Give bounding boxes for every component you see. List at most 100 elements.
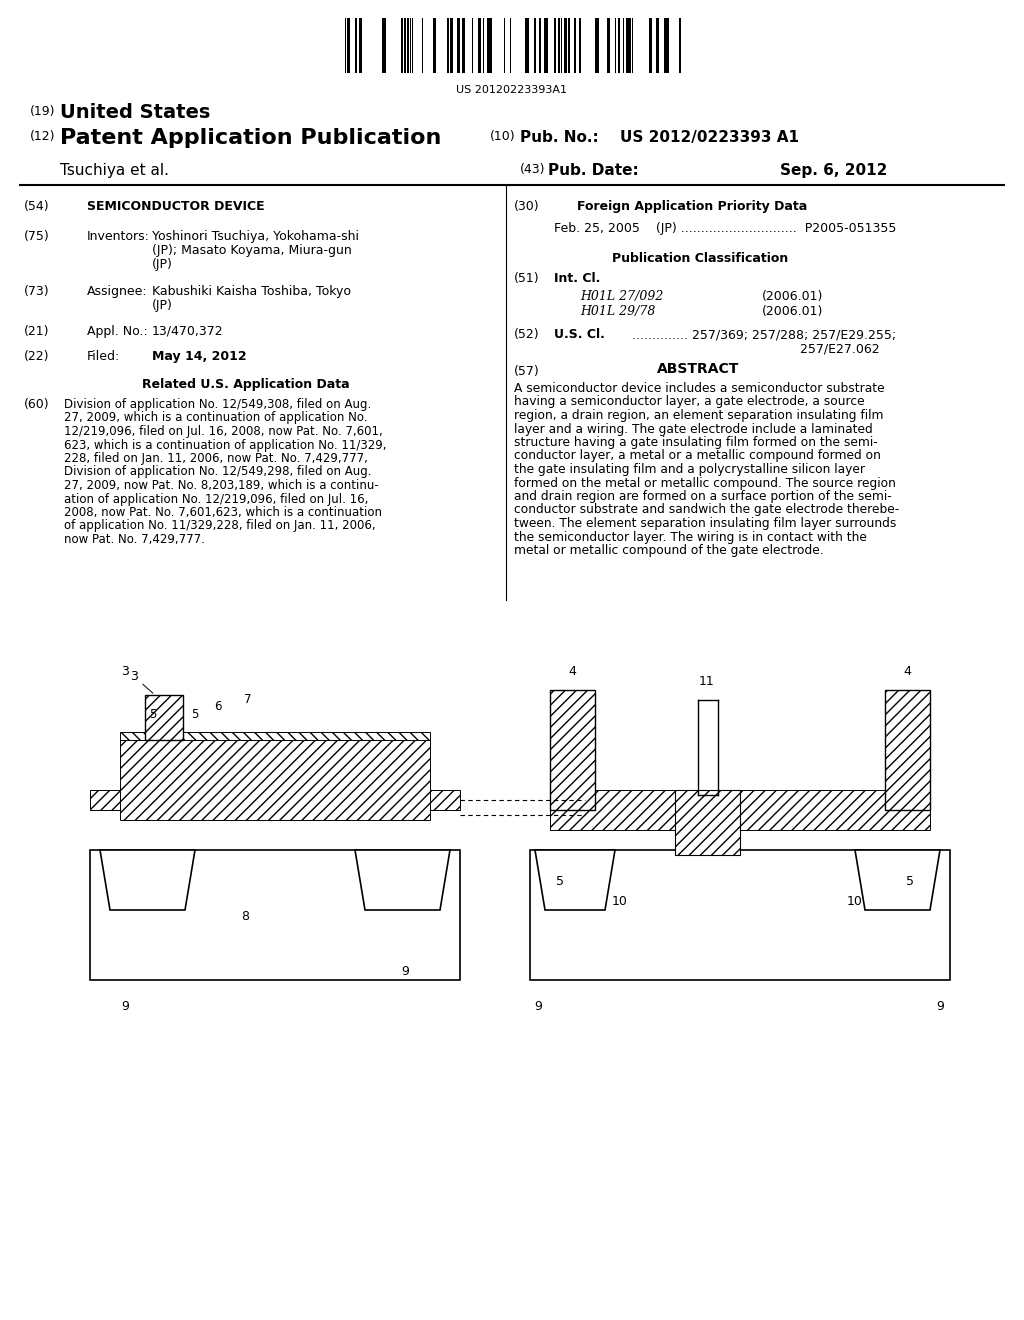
Text: Division of application No. 12/549,308, filed on Aug.: Division of application No. 12/549,308, … xyxy=(63,399,372,411)
Text: Division of application No. 12/549,298, filed on Aug.: Division of application No. 12/549,298, … xyxy=(63,466,372,479)
Text: May 14, 2012: May 14, 2012 xyxy=(152,350,247,363)
Text: conductor layer, a metal or a metallic compound formed on: conductor layer, a metal or a metallic c… xyxy=(514,450,881,462)
Bar xyxy=(447,18,449,73)
Text: U.S. Cl.: U.S. Cl. xyxy=(554,327,605,341)
Text: 4: 4 xyxy=(568,665,575,678)
Bar xyxy=(530,850,950,979)
Bar xyxy=(546,18,548,73)
Text: 623, which is a continuation of application No. 11/329,: 623, which is a continuation of applicat… xyxy=(63,438,386,451)
Bar xyxy=(450,18,453,73)
Text: Appl. No.:: Appl. No.: xyxy=(87,325,147,338)
Bar xyxy=(568,18,570,73)
Text: (12): (12) xyxy=(30,129,55,143)
Bar xyxy=(347,18,350,73)
Text: (54): (54) xyxy=(24,201,49,213)
Text: Int. Cl.: Int. Cl. xyxy=(554,272,600,285)
Bar xyxy=(574,18,575,73)
Text: Tsuchiya et al.: Tsuchiya et al. xyxy=(60,162,169,178)
Text: (57): (57) xyxy=(514,366,540,378)
Text: 257/E27.062: 257/E27.062 xyxy=(632,342,880,355)
Bar xyxy=(478,18,481,73)
Bar xyxy=(618,18,620,73)
Text: H01L 27/092: H01L 27/092 xyxy=(580,290,664,304)
Text: 4: 4 xyxy=(903,665,911,678)
Bar xyxy=(382,18,385,73)
Text: (2006.01): (2006.01) xyxy=(762,305,823,318)
Text: 12/219,096, filed on Jul. 16, 2008, now Pat. No. 7,601,: 12/219,096, filed on Jul. 16, 2008, now … xyxy=(63,425,383,438)
Text: the gate insulating film and a polycrystalline silicon layer: the gate insulating film and a polycryst… xyxy=(514,463,865,477)
Text: (21): (21) xyxy=(24,325,49,338)
Text: Assignee:: Assignee: xyxy=(87,285,147,298)
Text: Sep. 6, 2012: Sep. 6, 2012 xyxy=(780,162,888,178)
Text: tween. The element separation insulating film layer surrounds: tween. The element separation insulating… xyxy=(514,517,896,531)
Bar xyxy=(564,18,567,73)
Text: Kabushiki Kaisha Toshiba, Tokyo: Kabushiki Kaisha Toshiba, Tokyo xyxy=(152,285,351,298)
Bar xyxy=(558,18,560,73)
Bar xyxy=(595,18,598,73)
Text: Pub. No.:: Pub. No.: xyxy=(520,129,599,145)
Text: 13/470,372: 13/470,372 xyxy=(152,325,223,338)
Bar xyxy=(534,18,536,73)
Text: (JP); Masato Koyama, Miura-gun: (JP); Masato Koyama, Miura-gun xyxy=(152,244,352,257)
Bar xyxy=(544,18,546,73)
Text: 27, 2009, which is a continuation of application No.: 27, 2009, which is a continuation of app… xyxy=(63,412,368,425)
Text: region, a drain region, an element separation insulating film: region, a drain region, an element separ… xyxy=(514,409,884,422)
Text: SEMICONDUCTOR DEVICE: SEMICONDUCTOR DEVICE xyxy=(87,201,264,213)
Bar xyxy=(433,18,436,73)
Text: structure having a gate insulating film formed on the semi-: structure having a gate insulating film … xyxy=(514,436,878,449)
Text: H01L 29/78: H01L 29/78 xyxy=(580,305,655,318)
Text: (19): (19) xyxy=(30,106,55,117)
Text: 6: 6 xyxy=(214,700,222,713)
Text: A semiconductor device includes a semiconductor substrate: A semiconductor device includes a semico… xyxy=(514,381,885,395)
Text: (75): (75) xyxy=(24,230,50,243)
Text: Yoshinori Tsuchiya, Yokohama-shi: Yoshinori Tsuchiya, Yokohama-shi xyxy=(152,230,359,243)
Text: now Pat. No. 7,429,777.: now Pat. No. 7,429,777. xyxy=(63,533,205,546)
Text: (2006.01): (2006.01) xyxy=(762,290,823,304)
Text: 3: 3 xyxy=(130,671,153,693)
Text: 9: 9 xyxy=(401,965,409,978)
Bar xyxy=(649,18,652,73)
Text: US 2012/0223393 A1: US 2012/0223393 A1 xyxy=(620,129,799,145)
Text: layer and a wiring. The gate electrode include a laminated: layer and a wiring. The gate electrode i… xyxy=(514,422,872,436)
Bar xyxy=(359,18,362,73)
Text: conductor substrate and sandwich the gate electrode therebe-: conductor substrate and sandwich the gat… xyxy=(514,503,899,516)
Text: (73): (73) xyxy=(24,285,49,298)
Bar xyxy=(145,696,183,741)
Bar xyxy=(539,18,541,73)
Bar xyxy=(554,18,556,73)
Text: having a semiconductor layer, a gate electrode, a source: having a semiconductor layer, a gate ele… xyxy=(514,396,864,408)
Text: (JP): (JP) xyxy=(152,257,173,271)
Text: 2008, now Pat. No. 7,601,623, which is a continuation: 2008, now Pat. No. 7,601,623, which is a… xyxy=(63,506,382,519)
Text: ation of application No. 12/219,096, filed on Jul. 16,: ation of application No. 12/219,096, fil… xyxy=(63,492,369,506)
Bar xyxy=(90,789,460,810)
Bar xyxy=(457,18,460,73)
Text: Feb. 25, 2005    (JP) .............................  P2005-051355: Feb. 25, 2005 (JP) .....................… xyxy=(554,222,896,235)
Text: 5: 5 xyxy=(150,708,157,721)
Bar xyxy=(490,18,492,73)
Text: Filed:: Filed: xyxy=(87,350,120,363)
Text: Related U.S. Application Data: Related U.S. Application Data xyxy=(142,378,349,391)
Text: (51): (51) xyxy=(514,272,540,285)
Bar xyxy=(550,789,930,830)
Text: United States: United States xyxy=(60,103,210,121)
Text: 5: 5 xyxy=(556,875,564,888)
Text: .............. 257/369; 257/288; 257/E29.255;: .............. 257/369; 257/288; 257/E29… xyxy=(632,327,896,341)
Bar xyxy=(90,850,460,979)
Text: Publication Classification: Publication Classification xyxy=(612,252,788,265)
Text: 27, 2009, now Pat. No. 8,203,189, which is a continu-: 27, 2009, now Pat. No. 8,203,189, which … xyxy=(63,479,379,492)
Text: (30): (30) xyxy=(514,201,540,213)
Bar xyxy=(579,18,581,73)
Bar xyxy=(679,18,681,73)
Text: (52): (52) xyxy=(514,327,540,341)
Polygon shape xyxy=(855,850,940,909)
Text: (JP): (JP) xyxy=(152,300,173,312)
Text: 10: 10 xyxy=(847,895,863,908)
Bar xyxy=(462,18,465,73)
Text: Foreign Application Priority Data: Foreign Application Priority Data xyxy=(577,201,807,213)
Text: US 20120223393A1: US 20120223393A1 xyxy=(457,84,567,95)
Text: 5: 5 xyxy=(191,708,199,721)
Text: 7: 7 xyxy=(245,693,252,706)
Bar xyxy=(608,18,610,73)
Text: 8: 8 xyxy=(241,909,249,923)
Text: (22): (22) xyxy=(24,350,49,363)
